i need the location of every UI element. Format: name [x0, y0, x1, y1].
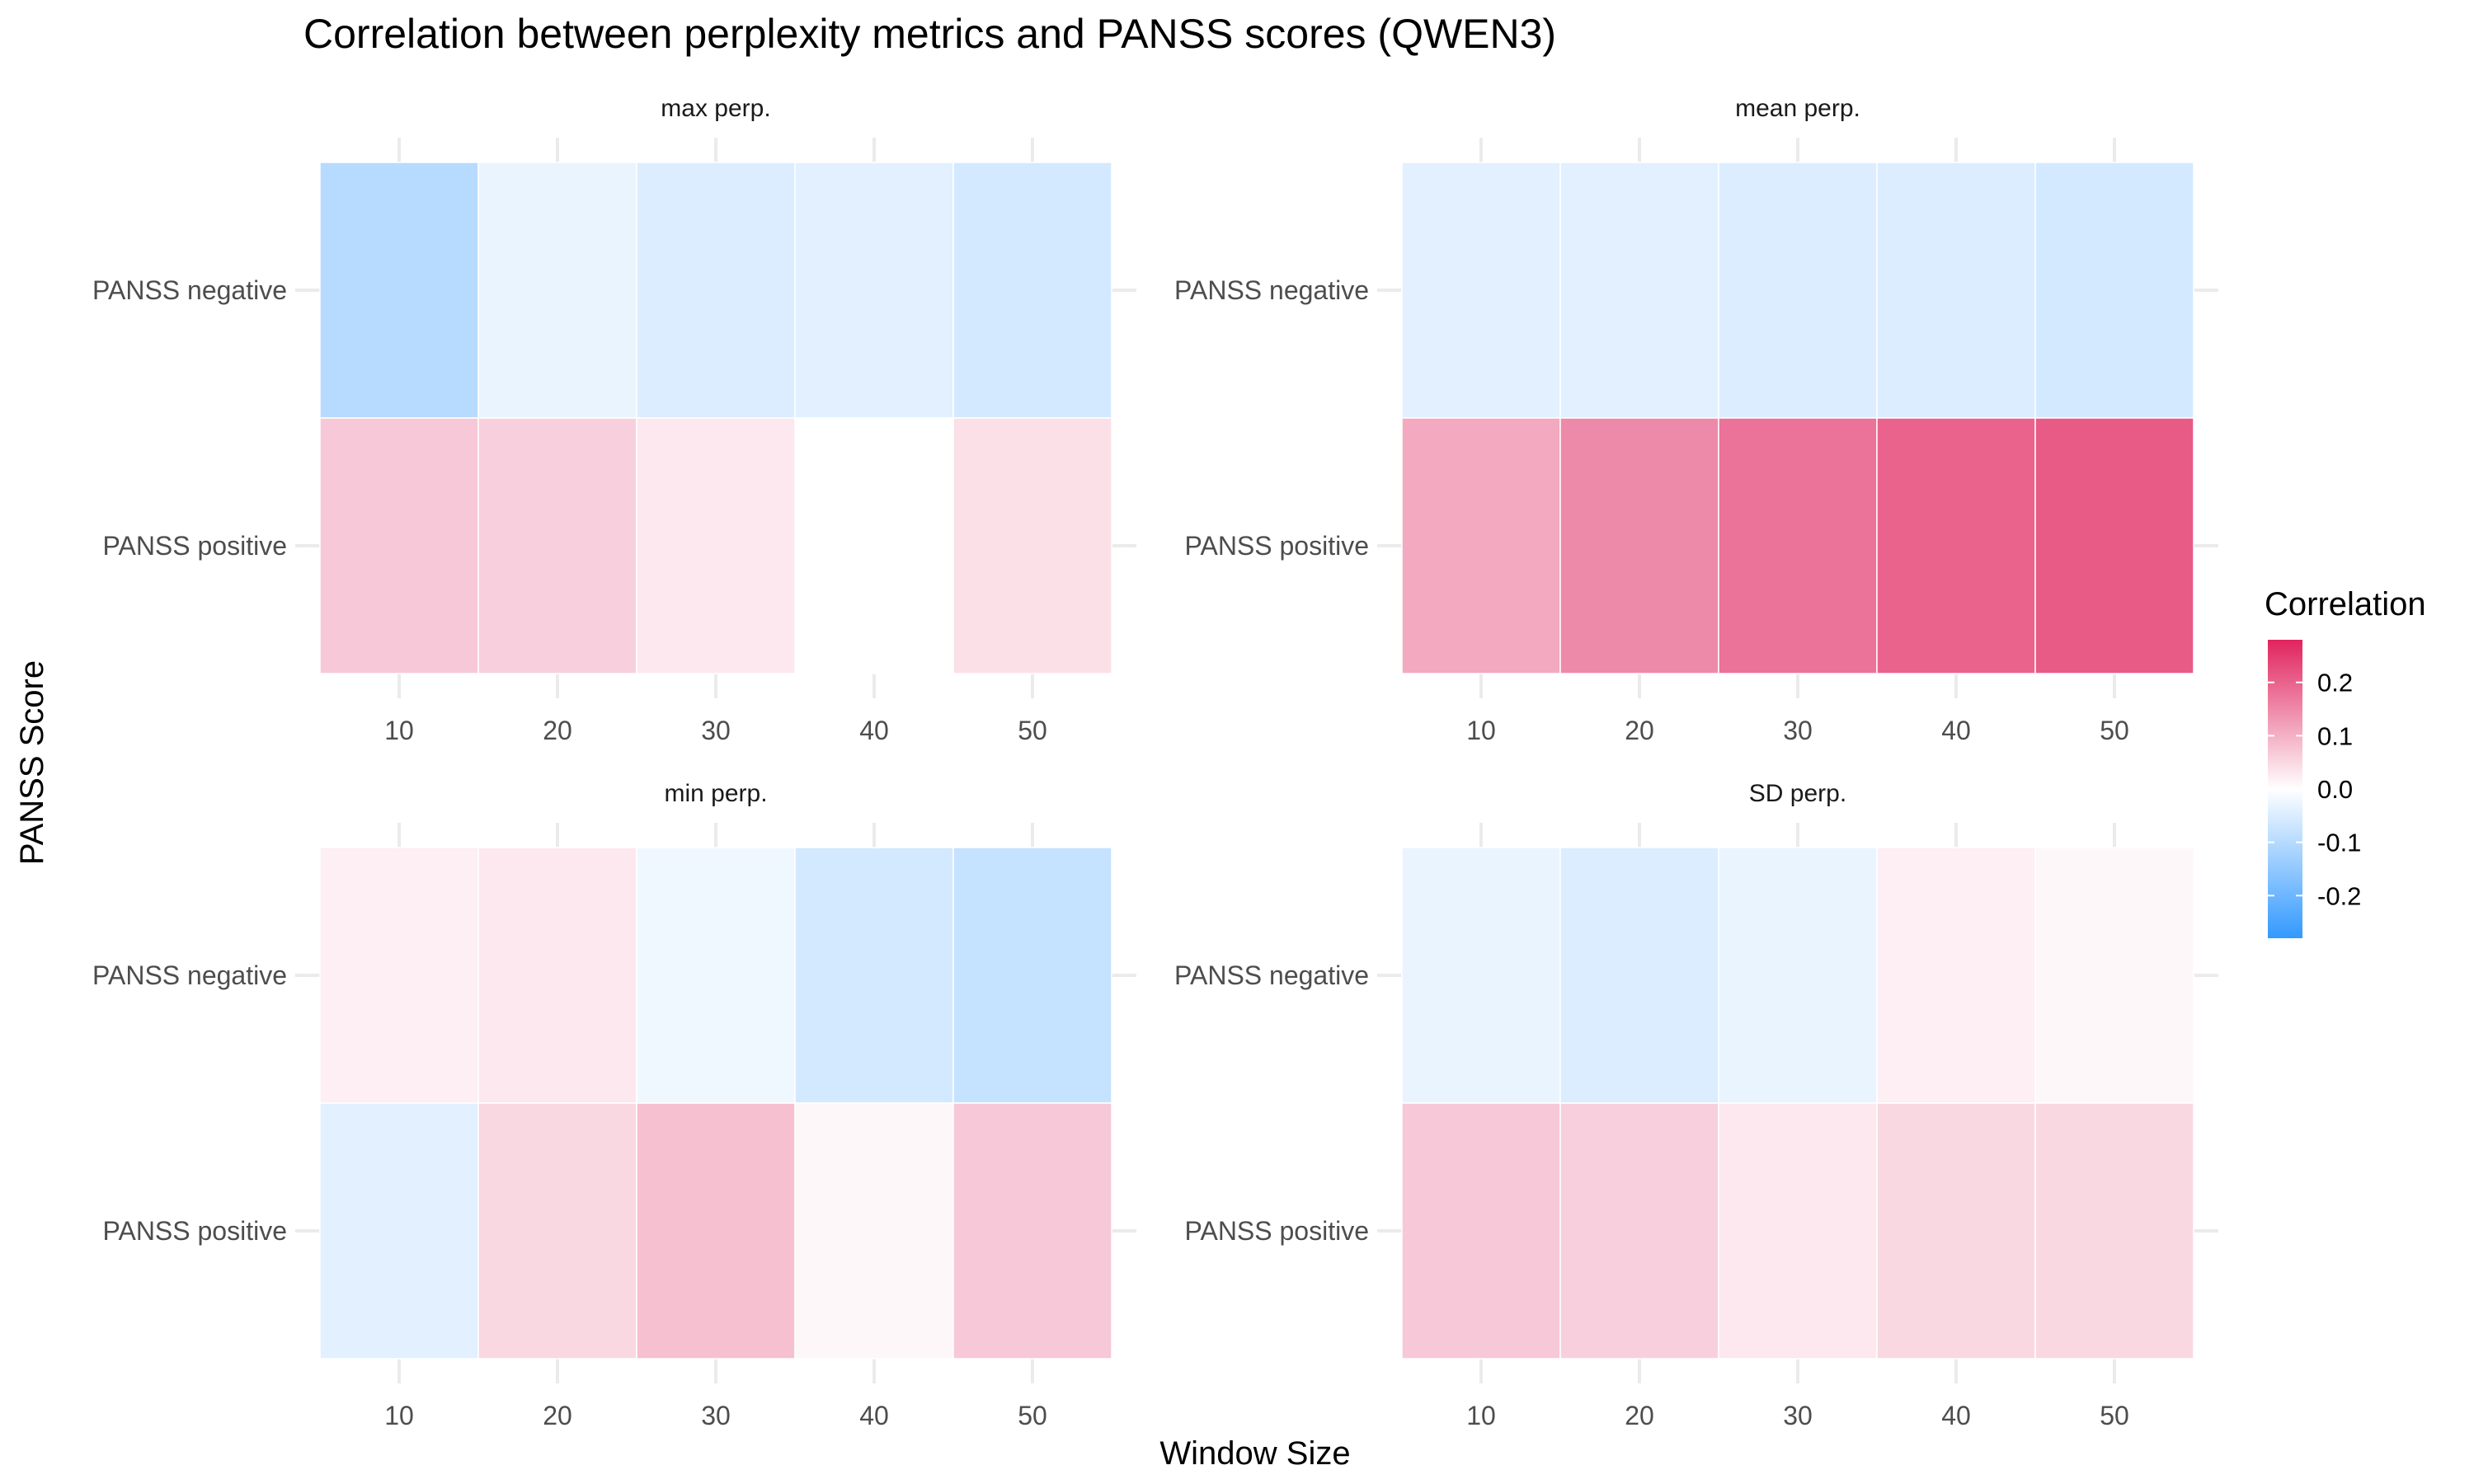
x-tick-label: 50	[1018, 1401, 1047, 1430]
x-tick-label: 30	[701, 716, 731, 745]
x-tick-label: 40	[859, 716, 889, 745]
facet-title: max perp.	[661, 95, 770, 122]
x-tick-label: 10	[1466, 716, 1496, 745]
heatmap-cell	[794, 417, 954, 674]
legend-tick-label: -0.1	[2317, 829, 2361, 857]
heatmap-cell	[1876, 1102, 2036, 1360]
legend-tick-label: 0.0	[2317, 775, 2353, 804]
x-tick-label: 30	[1783, 1401, 1813, 1430]
facet-min-perp: min perp. 10 20 30 40 50 PANSS negative PANSS p…	[92, 780, 1136, 1430]
x-tick-label: 20	[1625, 716, 1654, 745]
y-axis-label: PANSS Score	[14, 660, 50, 865]
heatmap-cell	[794, 162, 954, 419]
heatmap-cell	[952, 417, 1112, 674]
heatmap-cell	[1401, 1102, 1561, 1360]
facet-mean-perp: mean perp. 10 20 30 40 50 PANSS negative PANSS …	[1174, 95, 2218, 745]
heatmap-cell	[1559, 1102, 1719, 1360]
x-tick-label: 10	[384, 716, 414, 745]
x-tick-label: 40	[859, 1401, 889, 1430]
heatmap-cell	[1718, 847, 1878, 1104]
x-tick-label: 40	[1941, 1401, 1971, 1430]
heatmap-cell	[1401, 847, 1561, 1104]
heatmap-cell	[1559, 162, 1719, 419]
heatmap-cell	[952, 162, 1112, 419]
heatmap-cell	[1718, 1102, 1878, 1360]
facet-title: SD perp.	[1749, 780, 1846, 807]
x-tick-label: 10	[1466, 1401, 1496, 1430]
heatmap-cell	[2034, 417, 2194, 674]
heatmap-cell	[1718, 162, 1878, 419]
x-tick-label: 20	[1625, 1401, 1654, 1430]
chart-title: Correlation between perplexity metrics a…	[303, 11, 1556, 57]
legend-title: Correlation	[2265, 586, 2426, 622]
x-tick-label: 50	[2100, 1401, 2129, 1430]
facet-panels: max perp. 10 20 30 40 50 PANSS negative PANSS p…	[92, 95, 2218, 1430]
facet-sd-perp: SD perp. 10 20 30 40 50 PANSS negative PANSS po…	[1174, 780, 2218, 1430]
heatmap-cell	[794, 1102, 954, 1360]
heatmap-cell	[477, 417, 637, 674]
heatmap-cell	[1718, 417, 1878, 674]
heatmap-cell	[319, 162, 479, 419]
heatmap-cell	[636, 1102, 796, 1360]
x-tick-label: 40	[1941, 716, 1971, 745]
y-tick-label: PANSS positive	[103, 1216, 288, 1246]
facet-title: min perp.	[664, 780, 767, 807]
legend-tick-label: -0.2	[2317, 881, 2361, 910]
x-tick-label: 10	[384, 1401, 414, 1430]
heatmap-cell	[319, 847, 479, 1104]
heatmap-cell	[636, 847, 796, 1104]
facet-title: mean perp.	[1735, 95, 1860, 122]
heatmap-cell	[1876, 847, 2036, 1104]
legend-tick-label: 0.2	[2317, 669, 2353, 697]
x-tick-label: 50	[1018, 716, 1047, 745]
heatmap-cell	[636, 417, 796, 674]
heatmap-cell	[2034, 162, 2194, 419]
y-tick-label: PANSS negative	[92, 275, 287, 305]
heatmap-cell	[1876, 417, 2036, 674]
heatmap-cell	[477, 162, 637, 419]
heatmap-cell	[1559, 847, 1719, 1104]
y-tick-label: PANSS negative	[92, 960, 287, 990]
heatmap-cell	[477, 1102, 637, 1360]
heatmap-cell	[1876, 162, 2036, 419]
heatmap-cell	[2034, 847, 2194, 1104]
y-tick-label: PANSS positive	[1185, 531, 1370, 561]
facet-max-perp: max perp. 10 20 30 40 50 PANSS negative PANSS p…	[92, 95, 1136, 745]
x-tick-label: 20	[543, 716, 572, 745]
heatmap-cell	[1401, 162, 1561, 419]
heatmap-cell	[1401, 417, 1561, 674]
y-tick-label: PANSS negative	[1174, 275, 1369, 305]
heatmap-cell	[952, 847, 1112, 1104]
x-tick-label: 50	[2100, 716, 2129, 745]
x-axis-label: Window Size	[1159, 1435, 1350, 1472]
color-legend: Correlation 0.2 0.1 0.0 -0.1 -0.2	[2265, 586, 2426, 938]
heatmap-cell	[1559, 417, 1719, 674]
heatmap-cell	[636, 162, 796, 419]
x-tick-label: 30	[701, 1401, 731, 1430]
y-tick-label: PANSS positive	[1185, 1216, 1370, 1246]
legend-tick-label: 0.1	[2317, 721, 2353, 750]
heatmap-cell	[2034, 1102, 2194, 1360]
x-tick-label: 30	[1783, 716, 1813, 745]
heatmap-cell	[952, 1102, 1112, 1360]
heatmap-cell	[477, 847, 637, 1104]
y-tick-label: PANSS negative	[1174, 960, 1369, 990]
heatmap-cell	[794, 847, 954, 1104]
heatmap-cell	[319, 1102, 479, 1360]
x-tick-label: 20	[543, 1401, 572, 1430]
y-tick-label: PANSS positive	[103, 531, 288, 561]
heatmap-cell	[319, 417, 479, 674]
